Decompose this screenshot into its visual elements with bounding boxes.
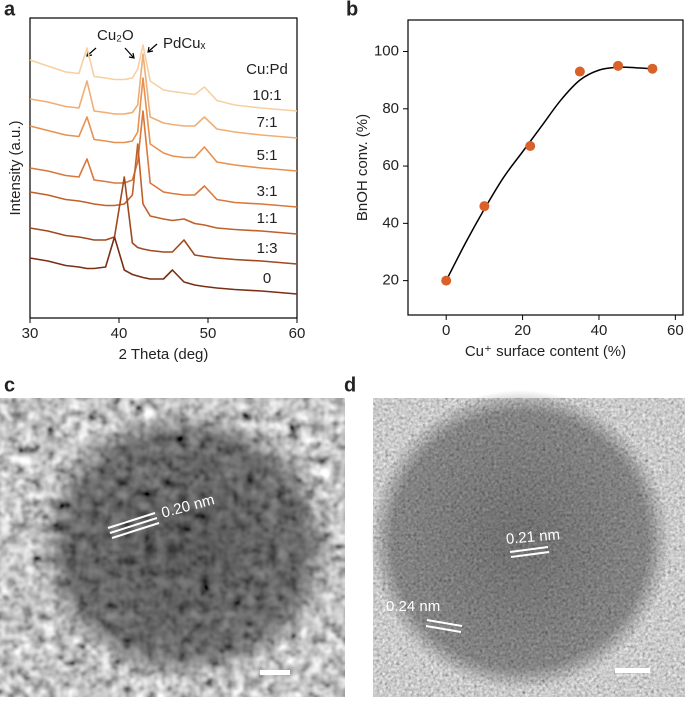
data-point (525, 141, 536, 152)
xrd-pattern (29, 44, 298, 112)
lattice-lines (107, 512, 160, 539)
particle (370, 390, 670, 690)
fit-curve (445, 66, 653, 281)
y-axis-label: Intensity (a.u.) (7, 120, 24, 215)
xrd-pattern (29, 53, 298, 139)
series-label: 1:3 (257, 240, 278, 257)
y-tick-label: 100 (374, 42, 399, 59)
xrd-pattern (29, 176, 298, 265)
series-label: 7:1 (257, 114, 278, 131)
xrd-pattern (29, 143, 298, 235)
particle (35, 410, 335, 680)
panel-label: a (4, 0, 16, 20)
data-point (441, 275, 452, 286)
x-tick-label: 0 (442, 322, 450, 339)
scale-bar (615, 668, 650, 673)
x-tick-label: 60 (289, 325, 306, 342)
x-tick-label: 20 (514, 322, 531, 339)
panel-label: b (346, 0, 358, 20)
lattice-lines (425, 546, 550, 633)
data-point (479, 201, 490, 212)
data-point (574, 66, 585, 77)
x-tick-label: 50 (200, 325, 217, 342)
x-tick-label: 40 (111, 325, 128, 342)
annotation: PdCuₓ (163, 35, 206, 52)
panel-label: c (4, 374, 15, 396)
y-tick-label: 80 (382, 100, 399, 117)
x-tick-label: 30 (22, 325, 39, 342)
x-axis-label: Cu⁺ surface content (%) (465, 343, 626, 360)
xrd-pattern (29, 77, 298, 172)
tem-image-c: 0.20 nm (0, 398, 345, 697)
y-tick-label: 60 (382, 157, 399, 174)
series-label: 1:1 (257, 210, 278, 227)
x-tick-label: 40 (591, 322, 608, 339)
xrd-pattern (29, 110, 298, 208)
x-tick-label: 60 (667, 322, 684, 339)
scale-label: 0.21 nm (505, 526, 560, 548)
scale-label: 0.24 nm (386, 598, 440, 615)
scale-bar (260, 670, 290, 675)
series-label: 5:1 (257, 147, 278, 164)
series-label: 0 (263, 270, 271, 287)
panel-label: d (344, 374, 356, 396)
y-tick-label: 40 (382, 214, 399, 231)
series-label: 10:1 (252, 87, 281, 104)
annotation-arrows (86, 43, 158, 59)
tem-image-d: 0.21 nm 0.24 nm (370, 390, 685, 697)
x-axis-label: 2 Theta (deg) (119, 346, 209, 363)
legend-title: Cu:Pd (246, 61, 288, 78)
data-point (647, 63, 658, 74)
annotation: Cu₂O (97, 27, 134, 44)
series-label: 3:1 (257, 183, 278, 200)
plot-frame (407, 19, 684, 316)
xrd-pattern (29, 236, 298, 295)
y-axis-label: BnOH conv. (%) (354, 114, 371, 221)
y-tick-label: 20 (382, 272, 399, 289)
data-point (613, 60, 624, 71)
